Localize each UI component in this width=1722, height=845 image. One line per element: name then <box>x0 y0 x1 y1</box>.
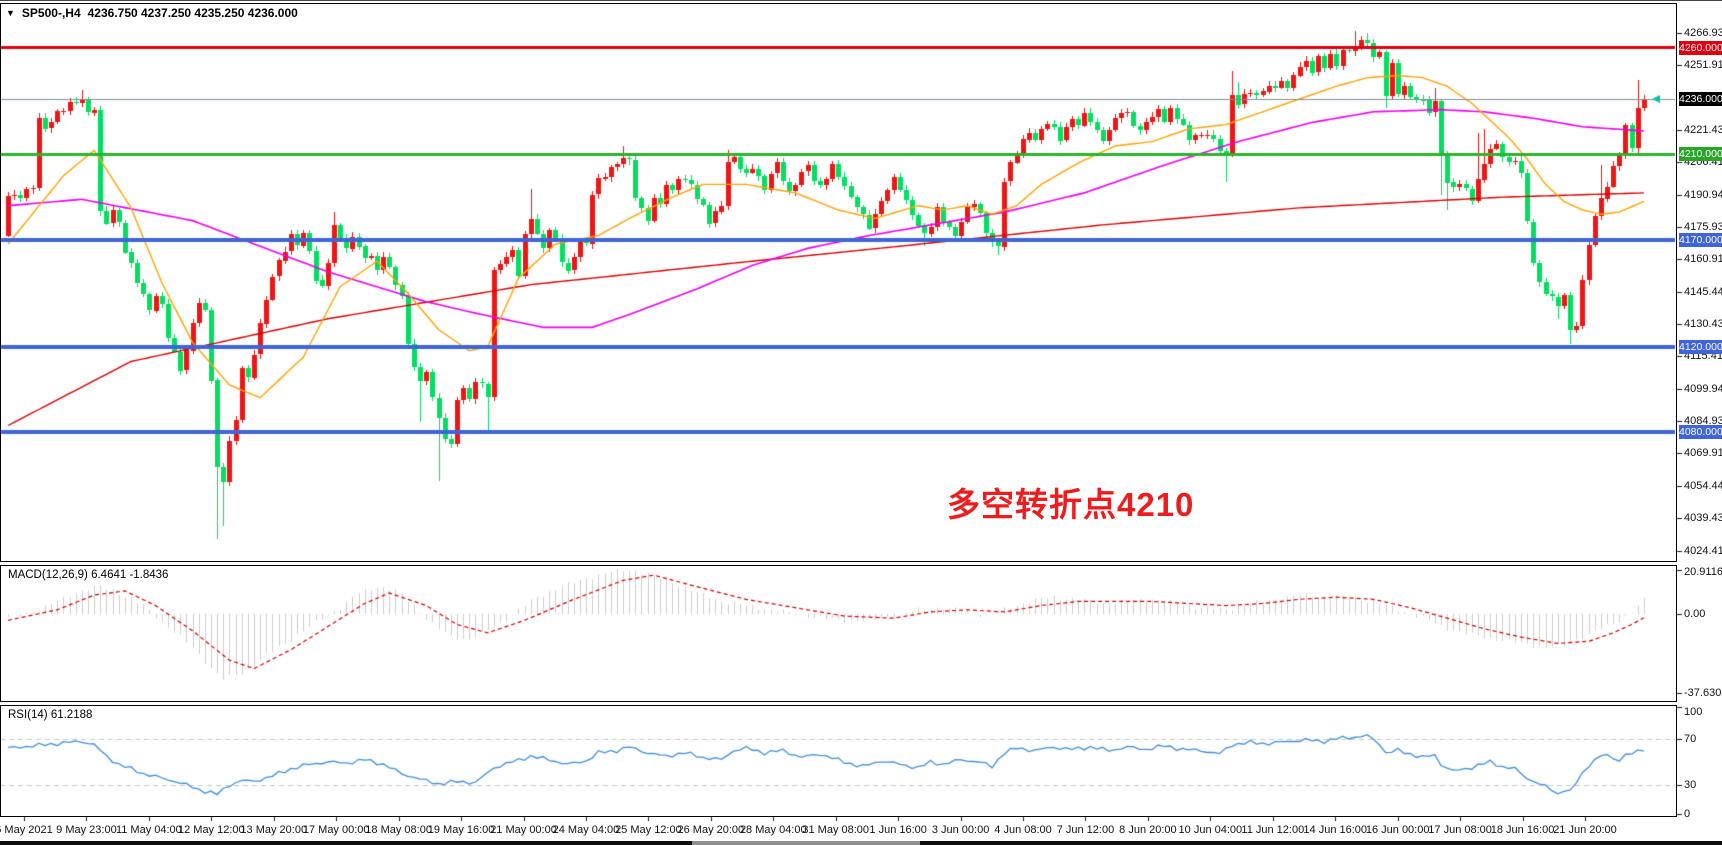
date-axis-label: 14 Jun 16:00 <box>1303 824 1368 836</box>
date-axis-label: 10 Jun 04:00 <box>1178 824 1243 836</box>
chart-symbol-period: SP500-,H4 <box>21 6 81 20</box>
price-tick-label: 4084.930 <box>1684 415 1722 428</box>
date-axis-label: 26 May 20:00 <box>677 824 745 836</box>
price-level-badge: 4260.000 <box>1679 40 1722 55</box>
macd-tick-label: 20.9116 <box>1684 566 1722 578</box>
date-axis-label: 8 Jun 20:00 <box>1119 824 1177 836</box>
date-axis-label: 1 Jun 16:00 <box>869 824 927 836</box>
price-tick-label: 4145.445 <box>1684 286 1722 299</box>
macd-indicator-label: MACD(12,26,9) 6.4641 -1.8436 <box>8 569 169 581</box>
date-axis-label: 11 May 04:00 <box>115 824 182 836</box>
macd-tick-label: 0.00 <box>1684 608 1706 620</box>
chart-ohlc-values: 4236.750 4237.250 4235.250 4236.000 <box>87 6 298 20</box>
date-axis-label: 18 May 08:00 <box>365 824 432 836</box>
rsi-tick-label: 30 <box>1684 779 1697 791</box>
date-axis-label: 31 May 08:00 <box>802 824 870 836</box>
date-axis-label: 18 Jun 16:00 <box>1490 824 1555 836</box>
chart-title: ▼ SP500-,H4 4236.750 4237.250 4235.250 4… <box>6 6 298 20</box>
date-axis-label: 19 May 16:00 <box>427 824 495 836</box>
date-axis-label: 4 Jun 08:00 <box>994 824 1052 836</box>
price-level-badge: 4170.000 <box>1679 232 1722 247</box>
price-tick-label: 4160.915 <box>1684 253 1722 266</box>
date-axis-label: 7 Jun 12:00 <box>1056 824 1115 836</box>
date-axis-label: 28 May 04:00 <box>739 824 807 836</box>
rsi-tick-label: 100 <box>1684 706 1703 718</box>
date-axis-label: 21 May 00:00 <box>490 824 557 836</box>
scrollbar-thumb[interactable] <box>692 841 920 845</box>
date-axis-label: 13 May 20:00 <box>240 824 308 836</box>
price-tick-label: 4175.930 <box>1684 221 1722 234</box>
price-tick-label: 4221.430 <box>1684 124 1722 137</box>
price-tick-label: 4266.930 <box>1684 26 1722 39</box>
date-axis-label: 17 May 00:00 <box>302 824 370 836</box>
date-axis-label: 12 May 12:00 <box>177 824 245 836</box>
price-tick-label: 4069.915 <box>1684 447 1722 460</box>
date-axis-label: 17 Jun 08:00 <box>1428 824 1492 836</box>
price-level-badge: 4210.000 <box>1679 147 1722 162</box>
date-axis-label: 11 Jun 12:00 <box>1241 824 1305 836</box>
date-axis-label: 9 May 23:00 <box>56 824 117 836</box>
macd-tick-label: -37.6302 <box>1684 687 1722 700</box>
date-axis-label: 25 May 12:00 <box>615 824 682 836</box>
date-axis-label: 24 May 04:00 <box>552 824 620 836</box>
chart-annotation-text: 多空转折点4210 <box>947 486 1195 523</box>
rsi-tick-label: 70 <box>1684 733 1697 745</box>
price-level-badge: 4236.000 <box>1679 92 1722 106</box>
price-tick-label: 4251.915 <box>1684 59 1722 72</box>
price-level-badge: 4120.000 <box>1679 339 1722 354</box>
date-axis-label: 6 May 2021 <box>0 824 53 836</box>
price-tick-label: 4039.430 <box>1684 512 1722 525</box>
price-level-badge: 4080.000 <box>1679 424 1722 439</box>
price-tick-label: 4054.445 <box>1684 480 1722 493</box>
date-axis-label: 21 Jun 20:00 <box>1553 824 1617 836</box>
price-tick-label: 4130.430 <box>1684 318 1722 331</box>
rsi-indicator-label: RSI(14) 61.2188 <box>8 709 93 721</box>
price-tick-label: 4024.415 <box>1684 544 1722 557</box>
horizontal-scrollbar[interactable] <box>0 841 1722 845</box>
chevron-down-icon[interactable]: ▼ <box>6 8 15 18</box>
date-axis-label: 3 Jun 00:00 <box>931 824 990 836</box>
rsi-tick-label: 0 <box>1684 808 1691 820</box>
price-tick-label: 4099.945 <box>1684 383 1722 396</box>
price-tick-label: 4190.945 <box>1684 189 1722 202</box>
date-axis-label: 16 Jun 00:00 <box>1365 824 1430 836</box>
